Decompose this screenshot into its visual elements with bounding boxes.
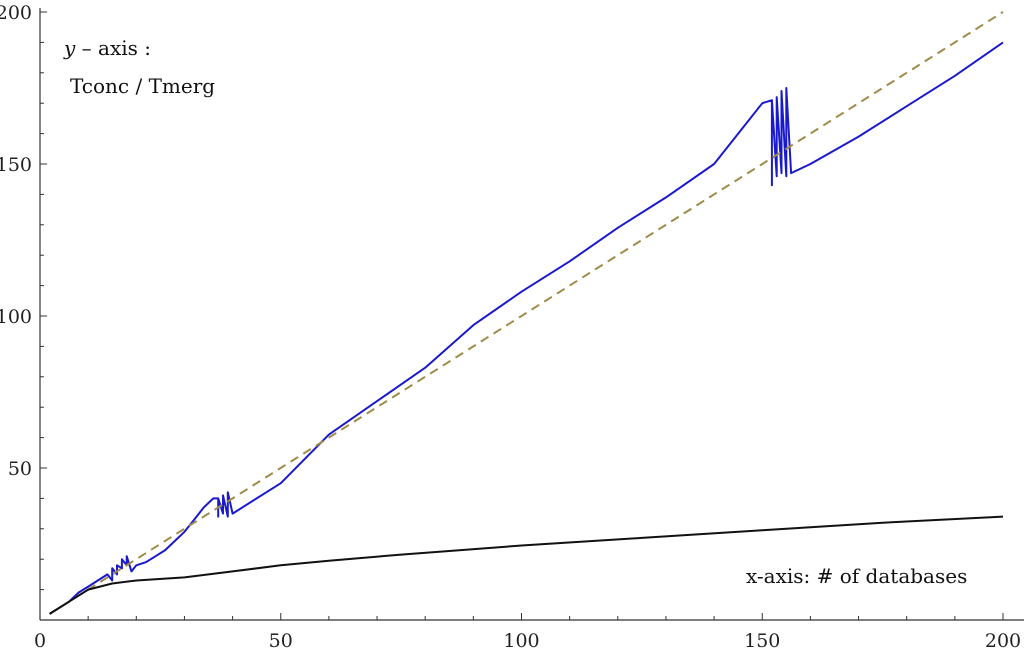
y-axis-annotation-line1: y – axis :	[63, 36, 151, 60]
dashed-reference-line	[49, 11, 1004, 615]
blue-series-line	[49, 41, 1004, 615]
y-tick-label: 200	[0, 2, 32, 24]
x-tick-label: 50	[269, 630, 293, 652]
x-tick-label: 100	[503, 630, 539, 652]
x-axis-annotation: x-axis: # of databases	[746, 564, 967, 588]
black-series-line	[49, 515, 1004, 615]
axes	[39, 8, 1024, 621]
y-tick-label: 50	[8, 458, 32, 480]
y-tick-label: 100	[0, 306, 32, 328]
y-axis-annotation-line2: Tconc / Tmerg	[70, 74, 215, 98]
x-tick-label: 200	[985, 630, 1021, 652]
series-layer	[49, 11, 1004, 615]
y-axis-annotation-var: y	[63, 36, 76, 60]
x-tick-label: 0	[34, 630, 46, 652]
y-axis-annotation-rest: – axis :	[75, 36, 151, 60]
y-tick-label: 150	[0, 154, 32, 176]
x-tick-label: 150	[744, 630, 780, 652]
